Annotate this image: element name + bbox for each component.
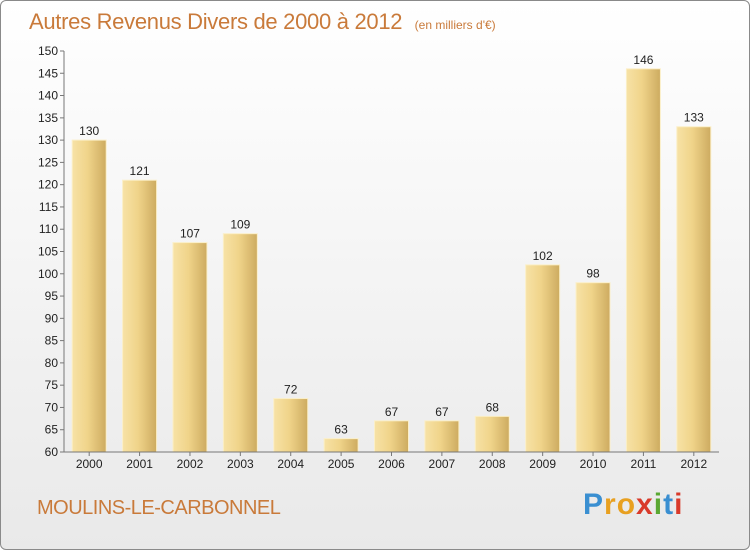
bar-2010 <box>575 282 611 453</box>
brand-letter: t <box>663 488 675 521</box>
title-row: Autres Revenus Divers de 2000 à 2012 (en… <box>29 9 496 35</box>
x-tick-label: 2007 <box>429 457 456 471</box>
bar-2004 <box>273 398 309 453</box>
y-tick-label: 140 <box>38 89 58 103</box>
bar-value-label: 102 <box>533 249 553 263</box>
y-tick-label: 135 <box>38 111 58 125</box>
bar-value-label: 63 <box>334 423 348 437</box>
bar-2003 <box>222 233 258 453</box>
x-tick-label: 2005 <box>328 457 355 471</box>
y-tick-label: 65 <box>45 423 59 437</box>
bar-value-label: 72 <box>284 383 298 397</box>
bar-value-label: 98 <box>586 267 600 281</box>
bar-2009 <box>525 264 561 453</box>
y-tick-label: 125 <box>38 155 58 169</box>
brand-letter: i <box>653 488 664 521</box>
bar-value-label: 133 <box>684 111 704 125</box>
y-tick-label: 70 <box>45 400 59 414</box>
bar-value-label: 121 <box>130 164 150 178</box>
bar-value-label: 146 <box>633 53 653 67</box>
x-tick-label: 2008 <box>479 457 506 471</box>
y-tick-label: 80 <box>45 356 59 370</box>
brand-logo: Proxiti <box>583 488 683 522</box>
bar-2007 <box>424 420 460 453</box>
y-tick-label: 90 <box>45 311 59 325</box>
x-tick-label: 2002 <box>177 457 204 471</box>
brand-letter: o <box>616 488 637 521</box>
brand-letter: P <box>583 488 605 521</box>
x-tick-label: 2001 <box>126 457 153 471</box>
y-tick-label: 150 <box>38 44 58 58</box>
chart-title: Autres Revenus Divers de 2000 à 2012 <box>29 9 403 34</box>
bar-2012 <box>676 126 712 453</box>
chart-subtitle: (en milliers d'€) <box>414 18 496 32</box>
x-tick-label: 2010 <box>580 457 607 471</box>
y-tick-label: 110 <box>39 222 58 236</box>
bar-value-label: 109 <box>230 218 250 232</box>
x-tick-label: 2003 <box>227 457 254 471</box>
brand-letter: i <box>674 488 684 521</box>
bar-2005 <box>323 438 359 453</box>
bar-2002 <box>172 242 208 453</box>
y-tick-label: 95 <box>45 289 59 303</box>
y-tick-label: 130 <box>38 133 58 147</box>
bar-2008 <box>474 415 510 453</box>
x-tick-label: 2000 <box>76 457 103 471</box>
bar-value-label: 68 <box>486 400 500 414</box>
y-tick-label: 85 <box>45 334 59 348</box>
bar-2000 <box>71 139 107 453</box>
y-tick-label: 75 <box>45 378 59 392</box>
y-tick-label: 100 <box>38 267 58 281</box>
x-tick-label: 2006 <box>378 457 405 471</box>
bar-2011 <box>625 68 661 453</box>
bar-2006 <box>374 420 409 453</box>
x-tick-label: 2011 <box>631 457 657 471</box>
y-tick-label: 145 <box>38 66 58 80</box>
bars-group: 130 121 107 109 72 63 67 67 68 102 98 146 133 <box>71 53 712 453</box>
commune-name: MOULINS-LE-CARBONNEL <box>37 497 281 519</box>
brand-letter: x <box>636 488 654 521</box>
y-tick-label: 105 <box>38 245 58 259</box>
y-tick-label: 60 <box>45 445 59 459</box>
bar-value-label: 130 <box>79 124 99 138</box>
x-tick-label: 2012 <box>680 457 707 471</box>
axes-group: 60 65 70 75 80 85 90 95 100 105 110 115 120 125 130 135… <box>38 44 719 471</box>
y-tick-label: 115 <box>39 200 58 214</box>
bar-value-label: 67 <box>435 405 449 419</box>
bar-value-label: 67 <box>385 405 399 419</box>
bar-2001 <box>122 179 158 453</box>
x-tick-label: 2009 <box>529 457 556 471</box>
bar-value-label: 107 <box>180 227 200 241</box>
brand-letter: r <box>604 488 617 521</box>
x-tick-label: 2004 <box>277 457 304 471</box>
y-tick-label: 120 <box>38 178 58 192</box>
